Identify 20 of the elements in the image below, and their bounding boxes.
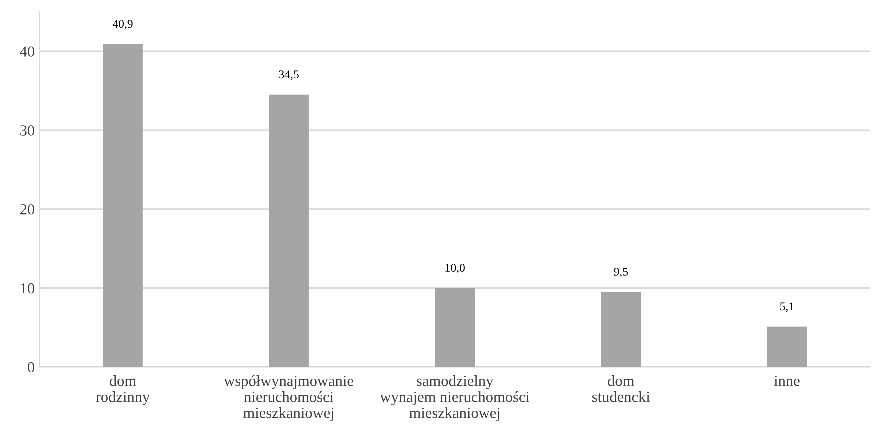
data-label: 34,5: [279, 70, 299, 80]
bar: [601, 292, 642, 368]
data-label: 5,1: [780, 302, 794, 312]
bar: [269, 94, 309, 368]
data-label: 40,9: [112, 20, 133, 30]
x-tick-label: samodzielny wynajem nieruchomości mieszkaniowej: [380, 376, 530, 422]
data-label: 9,5: [614, 268, 628, 278]
y-tick-label: 20: [20, 204, 35, 215]
bar: [435, 288, 476, 368]
data-label: 10,0: [446, 264, 465, 274]
x-tick-label: dom rodzinny: [96, 376, 150, 406]
bar: [103, 44, 143, 368]
y-tick-label: 0: [28, 362, 35, 373]
x-tick-label: współwynajmowanie nieruchomości mieszkaniowej: [224, 376, 354, 422]
x-tick-label: inne: [774, 376, 800, 386]
y-tick-label: 30: [20, 126, 35, 136]
x-tick-label: dom studencki: [592, 376, 650, 402]
y-tick-label: 10: [21, 283, 35, 294]
y-tick-label: 40: [20, 46, 35, 57]
bar: [767, 326, 808, 368]
